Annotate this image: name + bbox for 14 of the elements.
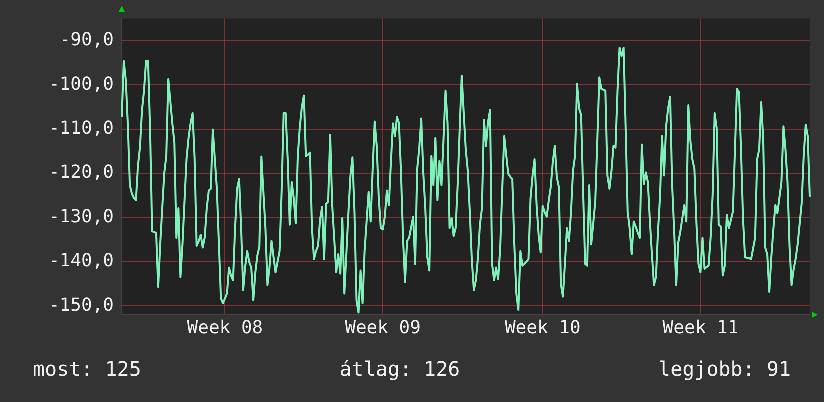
x-tick-label: Week 09 <box>345 317 421 338</box>
x-tick-label: Week 11 <box>662 317 739 338</box>
text: most: 125 <box>33 357 142 383</box>
y-tick-label: -120,0 <box>48 162 114 184</box>
text: átlag: 126 <box>340 357 460 383</box>
y-tick-label: -100,0 <box>48 74 114 95</box>
y-tick-label: -110,0 <box>48 118 114 139</box>
x-tick-label: Week 08 <box>187 317 264 338</box>
text: legjobb: 91 <box>658 357 791 383</box>
y-tick-label: -140,0 <box>48 250 114 272</box>
y-tick-label: -130,0 <box>48 206 114 228</box>
y-tick-label: -90,0 <box>60 30 114 51</box>
x-tick-label: Week 10 <box>504 317 581 338</box>
y-tick-label: -150,0 <box>48 294 114 316</box>
